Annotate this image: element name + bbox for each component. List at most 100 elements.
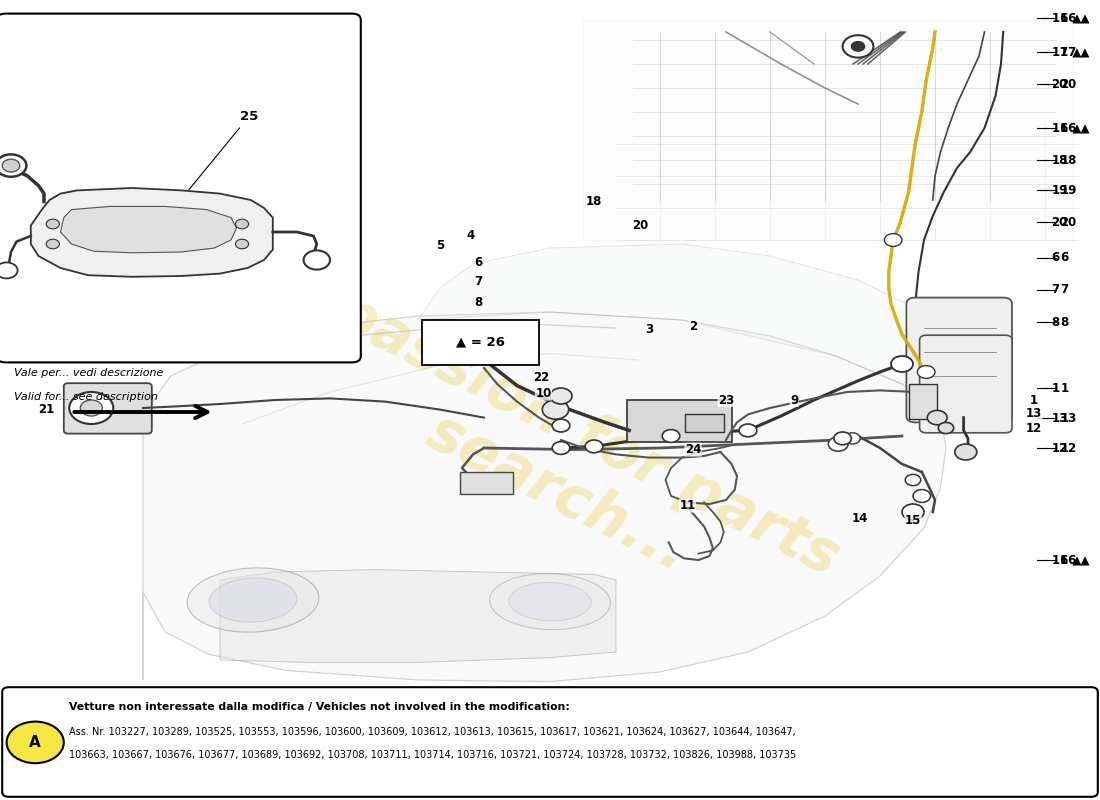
Circle shape: [902, 504, 924, 520]
Circle shape: [828, 437, 848, 451]
Text: 18: 18: [586, 195, 602, 208]
Text: 8: 8: [1060, 316, 1068, 329]
Circle shape: [913, 490, 931, 502]
Circle shape: [0, 154, 26, 177]
Text: 20: 20: [1052, 216, 1068, 229]
FancyBboxPatch shape: [64, 383, 152, 434]
Circle shape: [542, 400, 569, 419]
FancyBboxPatch shape: [422, 320, 539, 365]
Polygon shape: [60, 206, 236, 253]
Text: 19: 19: [1052, 184, 1068, 197]
Text: 2: 2: [689, 320, 697, 333]
Text: 16 ▲: 16 ▲: [1060, 122, 1090, 134]
Text: 17 ▲: 17 ▲: [1060, 46, 1090, 58]
Text: 20: 20: [632, 219, 648, 232]
Text: 12: 12: [1060, 442, 1077, 454]
Text: 14: 14: [852, 512, 868, 525]
Circle shape: [80, 400, 102, 416]
Text: 6: 6: [1060, 251, 1068, 264]
Circle shape: [46, 219, 59, 229]
Text: 18: 18: [1052, 154, 1068, 166]
Circle shape: [304, 250, 330, 270]
Text: 20: 20: [1052, 78, 1068, 90]
Text: 103663, 103667, 103676, 103677, 103689, 103692, 103708, 103711, 103714, 103716, : 103663, 103667, 103676, 103677, 103689, …: [69, 750, 796, 760]
Text: 18: 18: [1060, 154, 1077, 166]
Text: 1: 1: [1060, 382, 1068, 394]
Text: 9: 9: [790, 394, 799, 406]
Text: 8: 8: [1052, 316, 1059, 329]
Circle shape: [927, 410, 947, 425]
Polygon shape: [143, 312, 946, 682]
Circle shape: [845, 433, 860, 444]
Text: 6: 6: [1052, 251, 1059, 264]
FancyBboxPatch shape: [906, 298, 1012, 422]
Text: ▲ = 26: ▲ = 26: [456, 336, 505, 349]
Text: 10: 10: [536, 387, 551, 400]
Bar: [685, 414, 724, 432]
Ellipse shape: [209, 578, 297, 622]
Polygon shape: [31, 188, 273, 277]
Text: A: A: [30, 735, 41, 750]
FancyBboxPatch shape: [920, 335, 1012, 433]
Circle shape: [938, 422, 954, 434]
Circle shape: [891, 356, 913, 372]
Bar: [460, 472, 513, 494]
Text: 12: 12: [1026, 422, 1042, 434]
Circle shape: [843, 35, 873, 58]
Text: 24: 24: [685, 443, 701, 456]
FancyBboxPatch shape: [0, 14, 361, 362]
Circle shape: [69, 392, 113, 424]
Circle shape: [0, 262, 18, 278]
Text: 12: 12: [1052, 442, 1068, 454]
Text: 8: 8: [474, 296, 483, 309]
Polygon shape: [583, 20, 1072, 240]
Circle shape: [2, 159, 20, 172]
Circle shape: [46, 239, 59, 249]
FancyBboxPatch shape: [2, 687, 1098, 797]
Circle shape: [235, 239, 249, 249]
Text: 1: 1: [1030, 394, 1038, 406]
Text: 21: 21: [39, 403, 54, 416]
Circle shape: [7, 722, 64, 763]
Text: 13: 13: [1052, 412, 1068, 425]
Text: 25: 25: [189, 110, 258, 190]
Polygon shape: [418, 244, 957, 384]
Text: 3: 3: [645, 323, 653, 336]
Circle shape: [884, 234, 902, 246]
Text: 13: 13: [1026, 407, 1042, 420]
Text: 23: 23: [718, 394, 734, 406]
Circle shape: [552, 442, 570, 454]
Text: 11: 11: [680, 499, 695, 512]
Text: 7: 7: [474, 275, 483, 288]
Text: 7: 7: [1060, 283, 1068, 296]
Text: 16 ▲: 16 ▲: [1052, 554, 1081, 566]
Circle shape: [905, 474, 921, 486]
Polygon shape: [220, 570, 616, 662]
Circle shape: [552, 419, 570, 432]
Text: 20: 20: [1060, 216, 1077, 229]
Text: passion for parts
search...: passion for parts search...: [295, 282, 849, 646]
Text: Vetture non interessate dalla modifica / Vehicles not involved in the modificati: Vetture non interessate dalla modifica /…: [69, 702, 570, 712]
Text: Vale per... vedi descrizione: Vale per... vedi descrizione: [14, 368, 164, 378]
Text: 1: 1: [1052, 382, 1059, 394]
Text: 13: 13: [1060, 412, 1077, 425]
Circle shape: [739, 424, 757, 437]
Text: 22: 22: [534, 371, 549, 384]
Text: Valid for... see description: Valid for... see description: [14, 392, 158, 402]
FancyBboxPatch shape: [909, 384, 937, 419]
Circle shape: [235, 219, 249, 229]
Text: 17 ▲: 17 ▲: [1052, 46, 1081, 58]
Ellipse shape: [509, 582, 591, 621]
Circle shape: [834, 432, 851, 445]
Bar: [627, 400, 732, 442]
Text: Ass. Nr. 103227, 103289, 103525, 103553, 103596, 103600, 103609, 103612, 103613,: Ass. Nr. 103227, 103289, 103525, 103553,…: [69, 727, 796, 738]
Text: 5: 5: [436, 239, 444, 252]
Text: 16 ▲: 16 ▲: [1052, 122, 1081, 134]
Text: 16 ▲: 16 ▲: [1060, 11, 1090, 24]
Text: 7: 7: [1052, 283, 1059, 296]
Text: 15: 15: [905, 514, 921, 526]
Circle shape: [550, 388, 572, 404]
Circle shape: [955, 444, 977, 460]
Text: 20: 20: [1060, 78, 1077, 90]
Text: 4: 4: [466, 229, 475, 242]
